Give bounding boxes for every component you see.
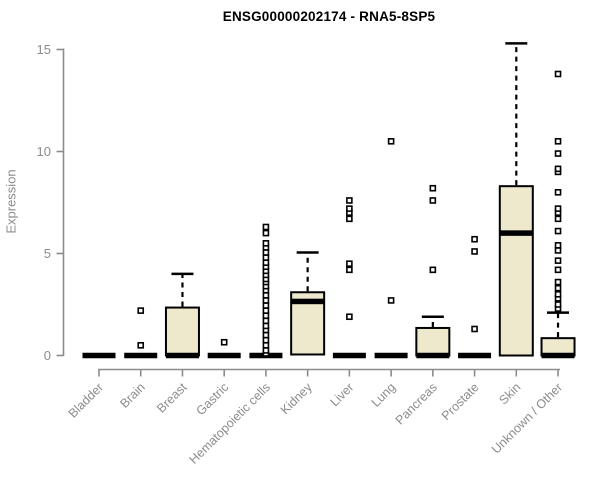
median-line <box>332 352 366 359</box>
outlier-point <box>262 336 270 344</box>
outlier-point <box>554 215 562 223</box>
outlier-point <box>387 138 395 145</box>
outlier-point <box>554 70 562 78</box>
outlier-point <box>471 235 478 243</box>
x-tick-label: Brain <box>117 380 148 411</box>
outlier-point <box>262 259 270 266</box>
boxplot-brain <box>124 307 158 359</box>
outlier-point <box>137 307 145 314</box>
y-tick-label: 5 <box>44 246 51 261</box>
boxplot-kidney <box>290 251 326 356</box>
outlier-point <box>554 266 562 274</box>
boxplot-lung <box>374 138 408 359</box>
boxplot-liver <box>332 197 366 359</box>
box <box>498 185 534 357</box>
median-line <box>165 352 199 359</box>
outlier-point <box>346 197 353 204</box>
outlier-point <box>554 247 562 254</box>
outlier-point <box>346 215 353 223</box>
boxplot-prostate <box>458 235 492 359</box>
x-tick-label: Breast <box>154 380 190 416</box>
outlier-point <box>262 302 270 309</box>
y-tick-label: 10 <box>37 144 51 159</box>
x-tick-label: Bladder <box>66 380 106 420</box>
outlier-point <box>262 229 270 237</box>
outlier-point <box>346 205 353 212</box>
outlier-point <box>346 313 353 321</box>
outlier-point <box>554 301 562 308</box>
outlier-point <box>554 257 562 264</box>
boxplot-unknown-other <box>540 70 576 359</box>
outlier-point <box>554 284 562 292</box>
y-axis: 0 5 10 15 <box>37 42 65 363</box>
outlier-point <box>554 189 562 196</box>
box <box>415 326 451 357</box>
x-tick-label: Kidney <box>278 380 315 417</box>
outlier-point <box>262 312 270 320</box>
outlier-point <box>554 278 562 286</box>
boxplot-breast <box>164 272 200 359</box>
outlier-point <box>262 249 270 256</box>
boxplot-pancreas <box>415 184 451 359</box>
outlier-point <box>262 331 270 339</box>
median-line <box>374 352 408 359</box>
outlier-point <box>262 322 270 330</box>
box <box>164 306 200 357</box>
x-tick-label: Skin <box>496 380 523 407</box>
outlier-point <box>554 165 562 173</box>
outlier-point <box>554 290 562 298</box>
outlier-point <box>429 266 437 274</box>
x-tick-label: Liver <box>327 380 356 409</box>
median-line <box>416 352 450 359</box>
outlier-point <box>262 240 270 247</box>
x-tick-label: Lung <box>369 380 399 410</box>
outlier-point <box>554 242 562 249</box>
outlier-point <box>262 223 270 231</box>
boxplot-gastric <box>207 338 241 359</box>
chart-title: ENSG00000202174 - RNA5-8SP5 <box>222 9 436 24</box>
outlier-point <box>554 227 562 235</box>
boxplot-hematopoietic-cells <box>249 223 283 359</box>
outlier-point <box>429 197 437 204</box>
median-line <box>541 352 575 359</box>
outlier-point <box>554 138 562 145</box>
outlier-point <box>262 341 270 349</box>
median-line <box>82 352 116 359</box>
outlier-point <box>346 260 353 268</box>
outlier-point <box>429 184 437 192</box>
y-tick-label: 0 <box>44 348 51 363</box>
x-tick-label: Gastric <box>193 380 231 418</box>
outlier-point <box>471 248 478 255</box>
boxplot-bladder <box>82 352 116 359</box>
median-line <box>458 352 492 359</box>
outlier-point <box>137 341 145 349</box>
x-tick-label: Prostate <box>439 380 482 423</box>
median-line <box>207 352 241 359</box>
outlier-point <box>220 338 228 346</box>
y-tick-label: 15 <box>37 42 51 57</box>
median-line <box>124 352 158 359</box>
outlier-point <box>262 297 270 304</box>
outlier-point <box>554 150 562 157</box>
x-tick-label: Unknown / Other <box>489 380 565 456</box>
outlier-point <box>554 205 562 212</box>
outlier-point <box>471 325 478 333</box>
outlier-point <box>262 292 270 299</box>
median-line <box>291 298 325 305</box>
x-tick-label: Hematopoietic cells <box>186 380 273 467</box>
outlier-point <box>262 347 270 354</box>
x-tick-label: Pancreas <box>393 380 440 427</box>
boxplot-skin <box>498 42 534 357</box>
outlier-point <box>387 297 395 304</box>
outlier-point <box>346 266 353 274</box>
median-line <box>499 230 533 236</box>
outlier-point <box>262 254 270 261</box>
outlier-point <box>262 317 270 325</box>
outlier-point <box>262 307 270 314</box>
